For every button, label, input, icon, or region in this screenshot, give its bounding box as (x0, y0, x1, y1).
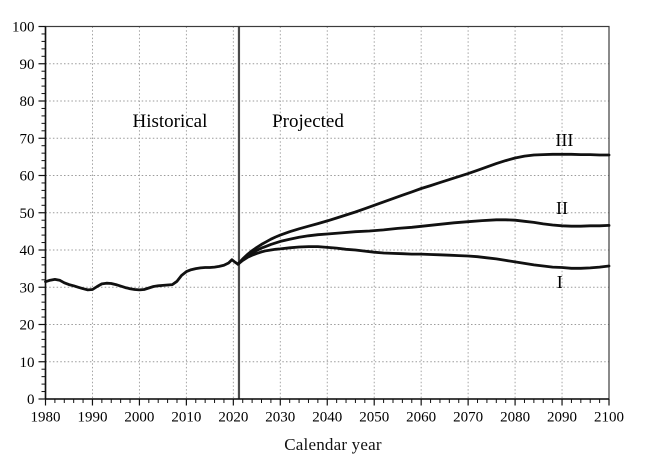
series-line-alternative-I (236, 245, 611, 270)
series-label-alternative-II: II (556, 198, 568, 218)
x-tick-label: 2070 (453, 410, 483, 426)
x-tick-label: 2030 (265, 410, 295, 426)
x-tick-label: 2000 (124, 410, 154, 426)
x-tick-label: 2020 (218, 410, 248, 426)
tick-labels: 1980 1990 2000 2010 2020 2030 2040 2050 2060 2070… (12, 20, 624, 426)
x-axis-title: Calendar year (284, 435, 382, 454)
y-tick-label: 60 (20, 169, 35, 185)
region-annotation: Historical (132, 111, 207, 132)
y-tick-label: 100 (12, 20, 35, 36)
x-tick-label: 1980 (31, 410, 61, 426)
x-tick-label: 2010 (171, 410, 201, 426)
x-tick-label: 2040 (312, 410, 342, 426)
y-tick-label: 0 (27, 392, 35, 408)
y-tick-label: 50 (20, 206, 35, 222)
series-line-alternative-III (236, 152, 611, 266)
gridlines (45, 26, 609, 399)
y-tick-label: 10 (20, 355, 35, 371)
series-label-alternative-I: I (557, 272, 563, 292)
y-tick-label: 30 (20, 280, 35, 296)
x-tick-label: 2100 (594, 410, 624, 426)
x-tick-label: 2080 (500, 410, 530, 426)
region-annotation: Projected (272, 111, 344, 132)
series-line-historical (44, 258, 240, 292)
x-tick-label: 2060 (406, 410, 436, 426)
y-tick-label: 80 (20, 94, 35, 110)
y-tick-label: 40 (20, 243, 35, 259)
axis-ticks (38, 25, 610, 406)
y-tick-label: 20 (20, 318, 35, 334)
x-tick-label: 2090 (547, 410, 577, 426)
x-tick-label: 2050 (359, 410, 389, 426)
y-tick-label: 70 (20, 131, 35, 147)
y-tick-label: 90 (20, 57, 35, 73)
series-label-alternative-III: III (555, 130, 573, 150)
series-line-alternative-II (236, 218, 611, 266)
x-tick-label: 1990 (77, 410, 107, 426)
